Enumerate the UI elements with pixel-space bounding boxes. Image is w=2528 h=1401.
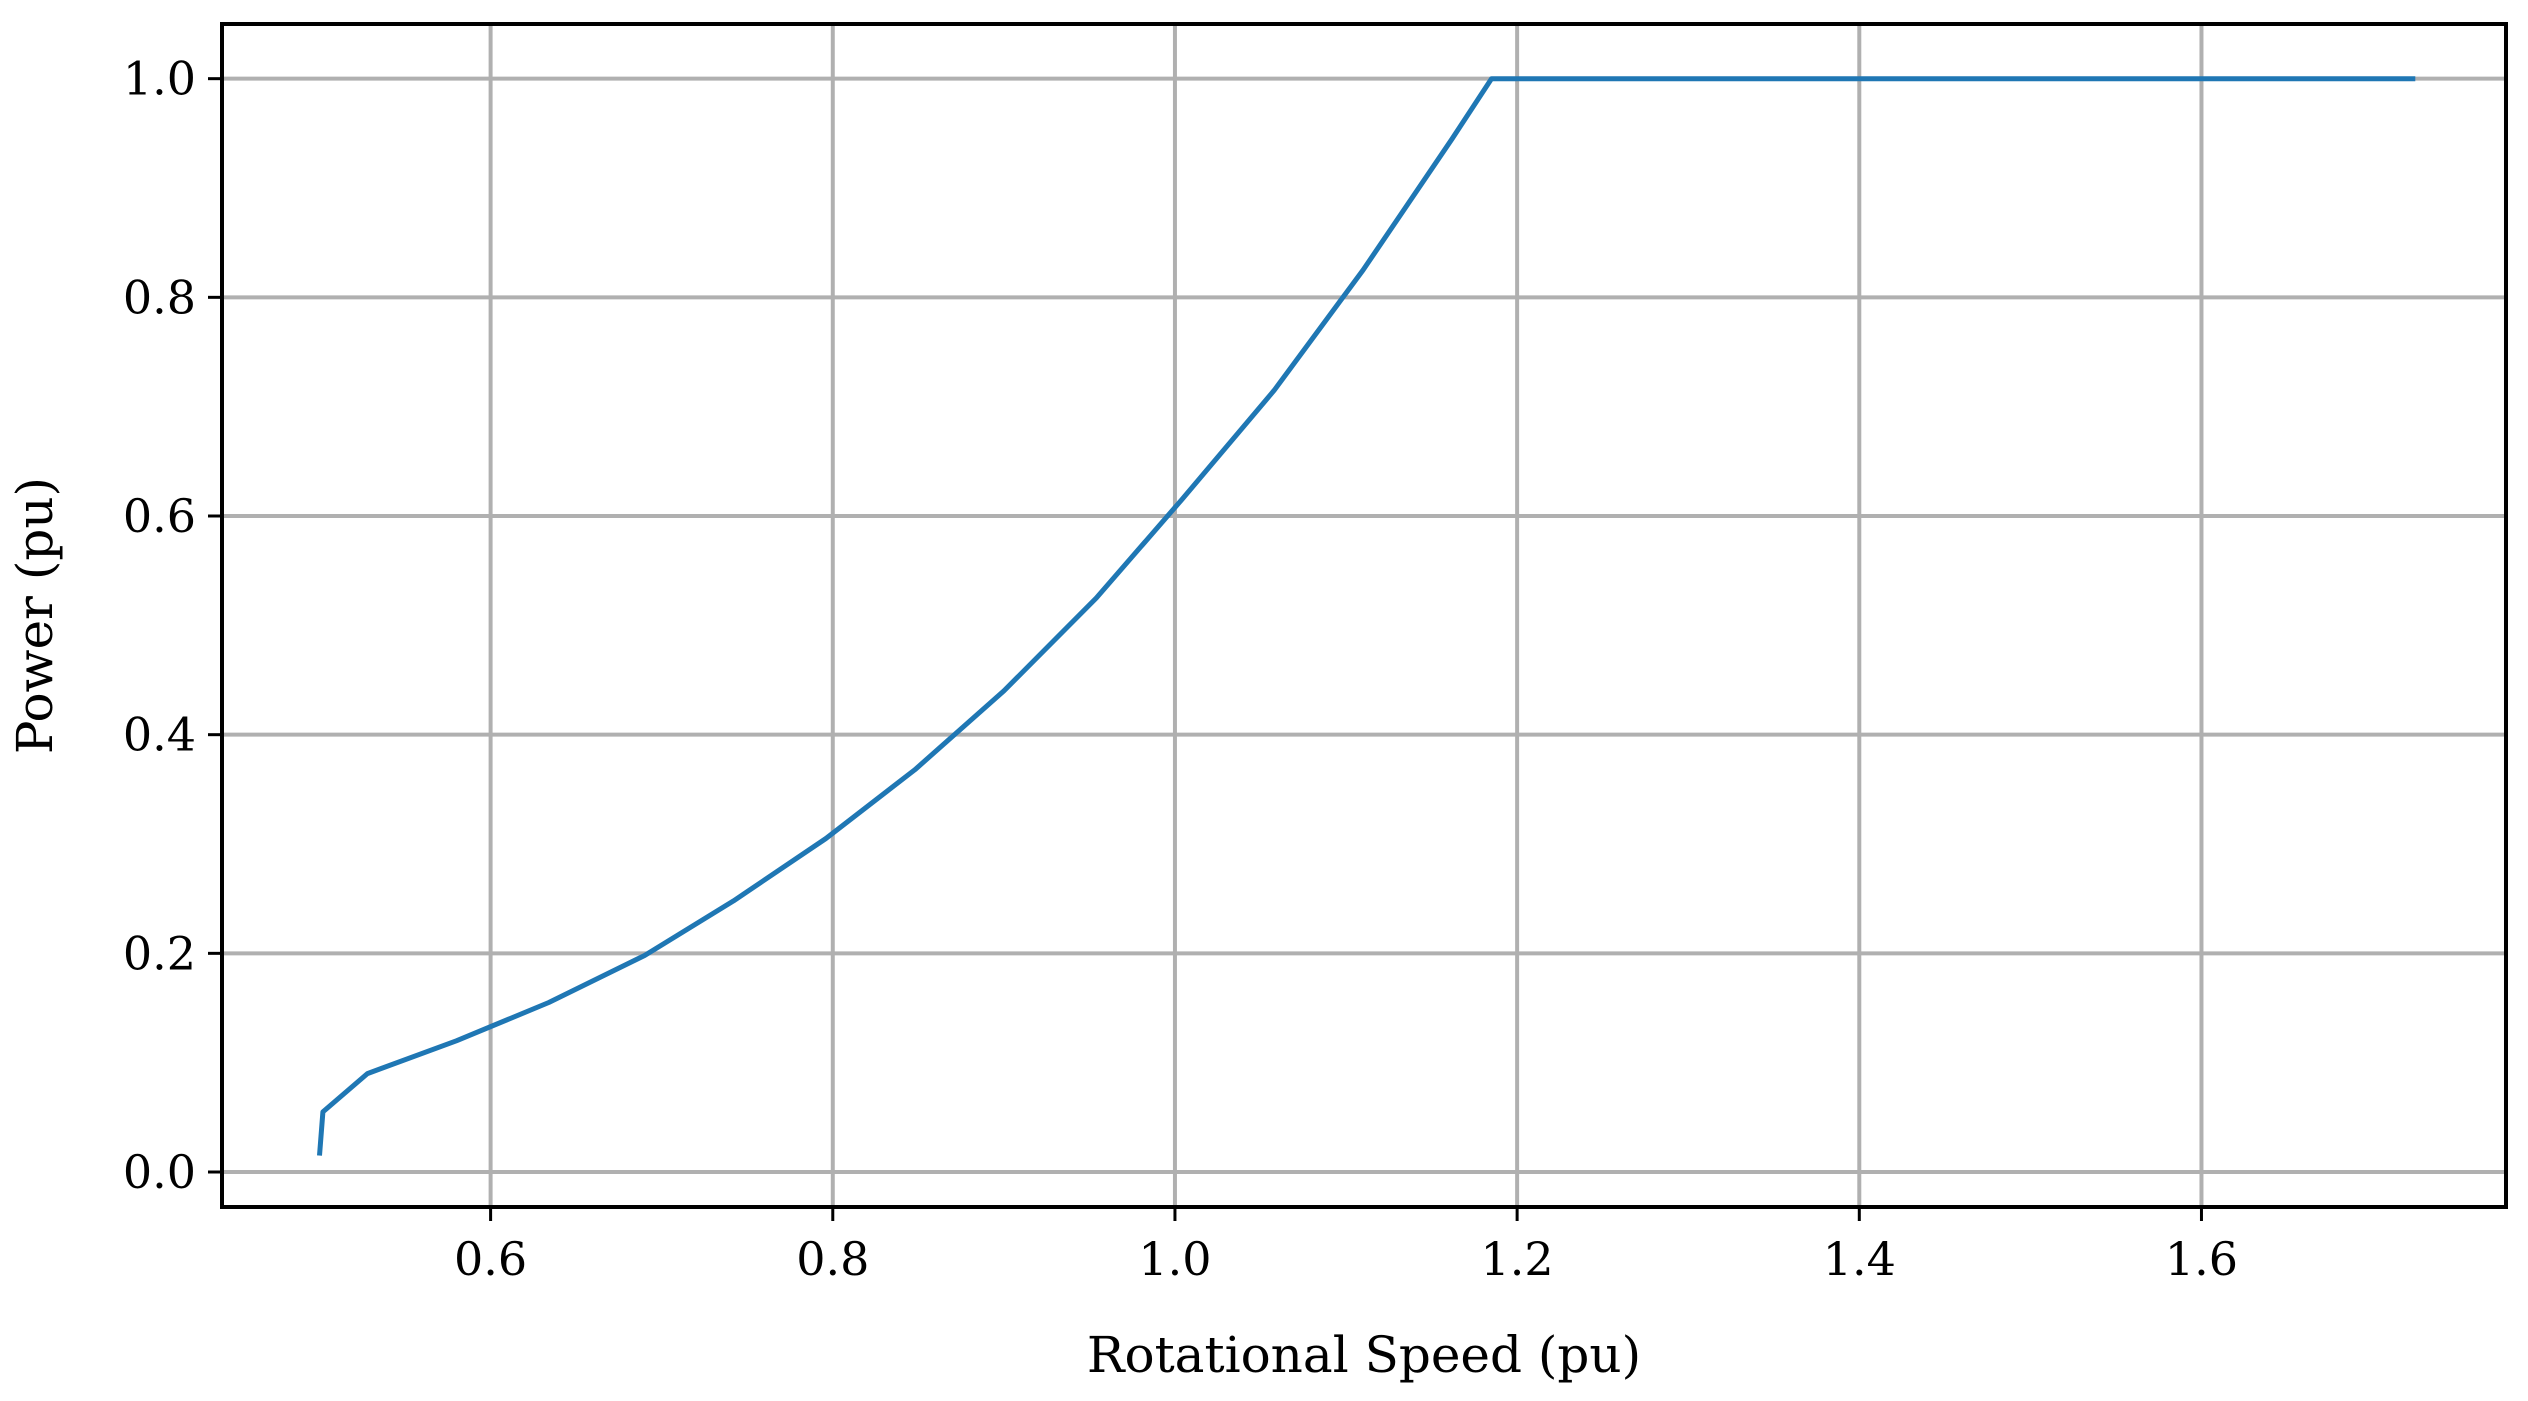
series-layer [317, 76, 2416, 1156]
plot-frame [220, 22, 2508, 1209]
y-tick-label: 0.2 [123, 926, 196, 980]
y-tick-label: 0.0 [123, 1145, 196, 1199]
y-tick-label: 0.4 [123, 708, 196, 762]
x-tick-label: 1.6 [2165, 1232, 2238, 1286]
grid [222, 24, 2506, 1207]
series-line [317, 76, 2416, 1156]
y-tick-label: 0.8 [123, 270, 196, 324]
y-tick-label: 0.6 [123, 489, 196, 543]
x-tick-label: 1.2 [1481, 1232, 1554, 1286]
y-axis-label: Power (pu) [6, 477, 64, 754]
x-axis-label: Rotational Speed (pu) [1087, 1326, 1641, 1384]
x-tick-label: 0.8 [796, 1232, 869, 1286]
x-tick-label: 0.6 [454, 1232, 527, 1286]
ticks: 0.6 0.8 1.0 1.2 1.4 1.6 0.0 0.2 0.4 0.6 0.8 1.0 [123, 52, 2238, 1286]
y-tick-label: 1.0 [123, 52, 196, 106]
x-tick-label: 1.4 [1823, 1232, 1896, 1286]
x-tick-label: 1.0 [1138, 1232, 1211, 1286]
